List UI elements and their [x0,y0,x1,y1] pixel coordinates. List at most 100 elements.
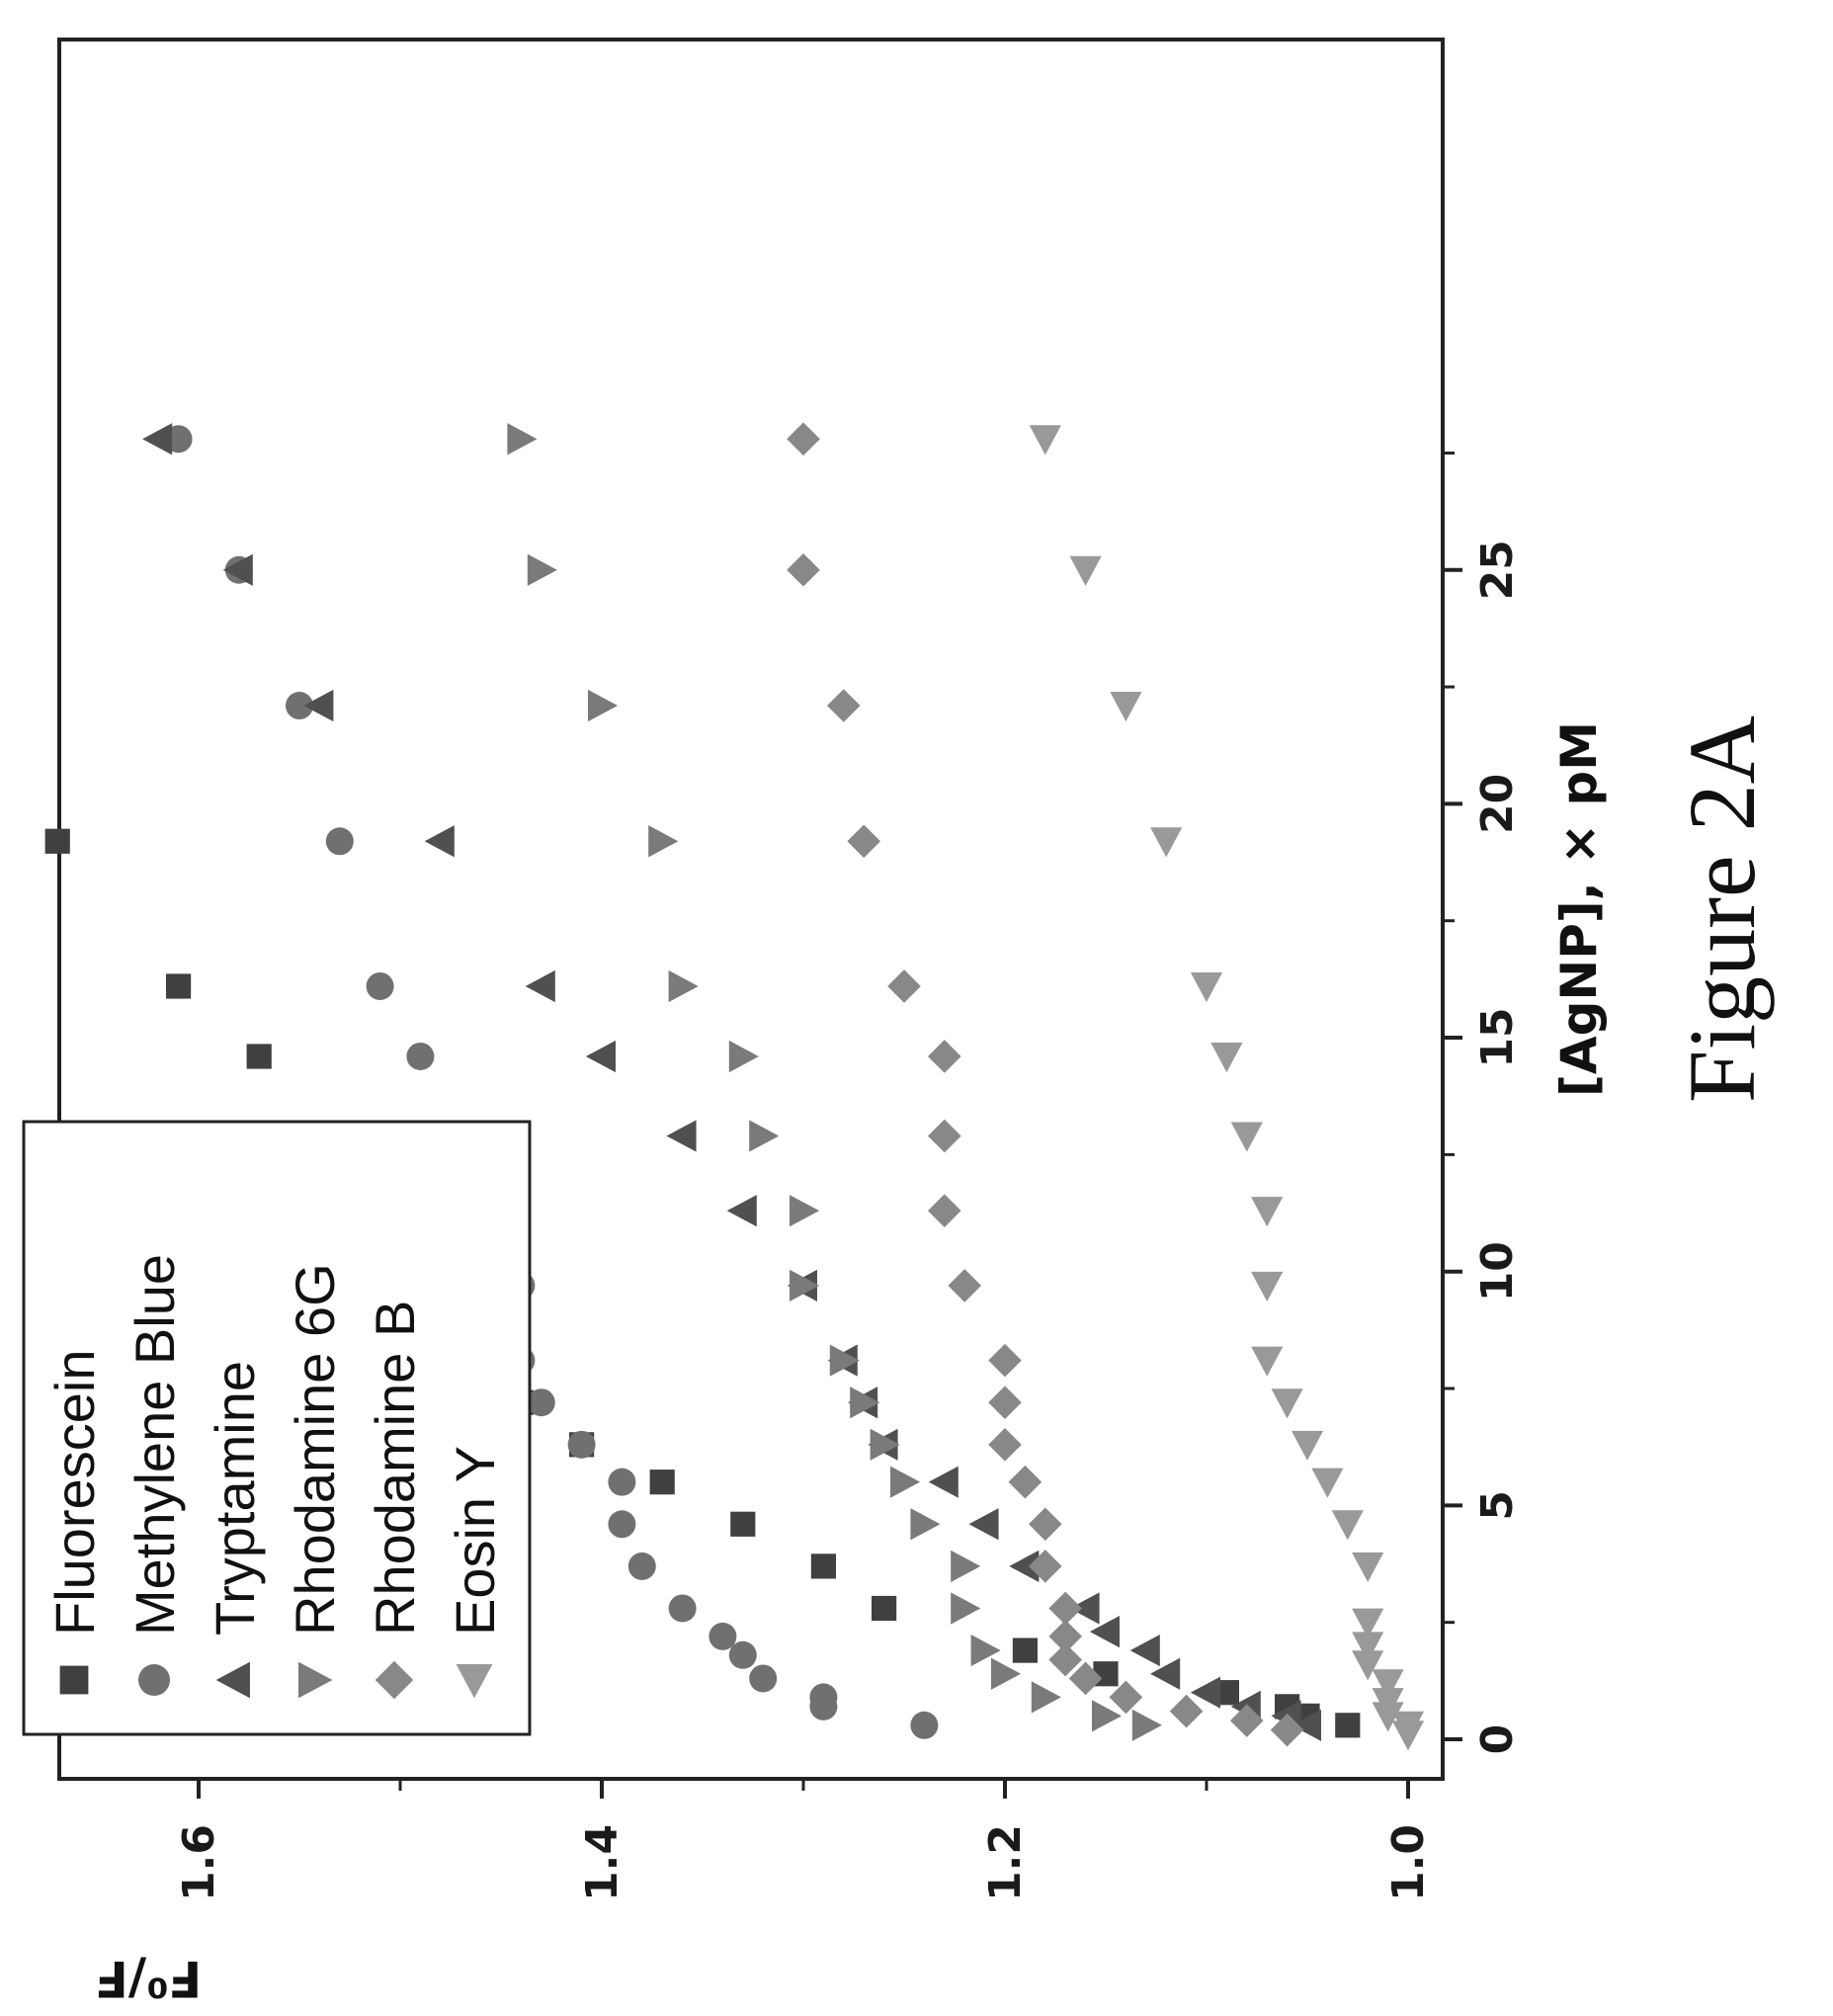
data-point-rhodamine-b [1008,1465,1042,1499]
data-point-tryptamine [222,553,253,586]
legend-label-eosin-y: Eosin Y [444,1446,506,1636]
data-point-rhodamine-b [827,689,861,722]
data-point-eosin-y [1352,1608,1384,1638]
legend-label-fluorescein: Fluorescein [43,1350,106,1636]
data-point-tryptamine [424,825,455,858]
data-point-fluorescein [44,828,70,854]
legend-label-rhodamine-6g: Rhodamine 6G [284,1263,346,1636]
data-point-eosin-y [1190,971,1223,1003]
legend-label-rhodamine-b: Rhodamine B [364,1301,426,1636]
legend-label-tryptamine: Tryptamine [204,1361,266,1636]
data-point-methylene-blue [406,1042,435,1070]
data-point-eosin-y [1251,1197,1284,1227]
legend: Fluorescein Methylene Blue Tryptamine Rhoda… [22,1120,532,1736]
data-point-rhodamine-b [928,1040,961,1073]
data-point-eosin-y [1230,1122,1263,1152]
data-point-fluorescein [649,1470,675,1495]
data-point-methylene-blue [286,692,313,720]
y-tick-label: 1.6 [174,1824,224,1901]
data-point-eosin-y [1352,1632,1384,1662]
data-point-tryptamine [1069,1592,1100,1625]
data-point-fluorescein [246,1044,272,1069]
legend-marker-tryptamine [215,1661,250,1699]
data-point-eosin-y [1150,827,1183,858]
data-point-rhodamine-6g [790,1195,820,1227]
legend-marker-methylene-blue [138,1664,170,1696]
x-tick-label: 0 [1472,1724,1523,1755]
legend-box [22,1120,532,1736]
y-tick-label: 1.0 [1383,1824,1434,1901]
data-point-rhodamine-6g [829,1344,860,1377]
data-point-methylene-blue [325,827,354,856]
data-point-tryptamine [1150,1657,1181,1690]
x-tick-label: 25 [1472,540,1523,600]
data-point-rhodamine-6g [1131,1709,1162,1741]
data-point-methylene-blue [708,1622,737,1650]
data-point-eosin-y [1251,1346,1284,1377]
data-point-methylene-blue [366,971,394,1000]
data-point-eosin-y [1069,555,1102,586]
data-point-eosin-y [1210,1042,1243,1073]
data-point-rhodamine-6g [1031,1681,1061,1714]
data-point-rhodamine-b [787,552,820,587]
data-point-rhodamine-6g [648,825,679,858]
data-point-fluorescein [872,1595,897,1622]
data-point-tryptamine [1009,1550,1040,1582]
data-point-eosin-y [1029,425,1061,456]
data-point-eosin-y [1372,1669,1404,1700]
data-point-tryptamine [303,689,334,722]
x-axis-title: [AgNP], × pM [1550,721,1608,1097]
legend-marker-fluorescein [59,1665,89,1695]
data-point-rhodamine-b [847,824,880,859]
figure-caption: Figure 2A [1669,715,1775,1103]
data-point-rhodamine-6g [970,1634,1001,1667]
data-point-methylene-blue [728,1640,757,1669]
data-point-fluorescein [1012,1638,1038,1663]
data-point-eosin-y [1352,1552,1384,1582]
legend-label-methylene-blue: Methylene Blue [124,1254,186,1636]
data-point-rhodamine-b [887,969,921,1003]
data-point-tryptamine [1089,1616,1120,1648]
data-point-rhodamine-6g [951,1592,981,1625]
x-tick-label: 10 [1472,1241,1523,1302]
data-point-rhodamine-b [1048,1591,1082,1626]
data-point-rhodamine-b [928,1194,961,1227]
data-point-rhodamine-6g [749,1120,780,1152]
data-point-methylene-blue [809,1683,838,1712]
data-point-rhodamine-6g [790,1269,820,1302]
data-point-methylene-blue [910,1711,939,1739]
data-point-methylene-blue [668,1594,697,1623]
data-point-methylene-blue [567,1430,596,1459]
data-point-rhodamine-6g [951,1550,981,1582]
data-point-tryptamine [1129,1634,1160,1667]
data-point-eosin-y [1352,1650,1384,1681]
legend-marker-eosin-y [456,1664,493,1699]
y-tick-label: 1.4 [577,1824,627,1901]
data-point-fluorescein [1335,1713,1361,1738]
data-point-rhodamine-6g [890,1466,921,1498]
data-point-tryptamine [928,1466,958,1498]
data-point-rhodamine-6g [991,1657,1022,1690]
y-tick-label: 1.2 [980,1824,1031,1901]
data-point-rhodamine-b [1109,1680,1143,1715]
data-point-rhodamine-6g [668,969,699,1003]
data-point-rhodamine-b [1230,1704,1264,1737]
y-axis-title: F⁰/F [95,1950,202,2007]
x-tick-label: 20 [1472,774,1523,834]
x-axis-ticks: 0 5 10 15 20 25 [1443,451,1523,1755]
y-axis-ticks: 1.01.21.41.61.8 [174,1779,1434,1901]
data-point-rhodamine-b [988,1428,1022,1462]
data-point-rhodamine-b [948,1269,981,1302]
data-point-tryptamine [525,969,555,1003]
data-point-rhodamine-6g [728,1040,759,1073]
x-tick-label: 15 [1472,1007,1523,1067]
data-point-rhodamine-b [1029,1550,1062,1583]
data-point-methylene-blue [627,1552,656,1580]
data-point-rhodamine-b [1068,1661,1103,1696]
data-point-eosin-y [1311,1468,1344,1498]
data-point-eosin-y [1251,1271,1284,1302]
data-point-rhodamine-6g [588,689,619,722]
data-point-rhodamine-6g [910,1508,941,1541]
data-point-rhodamine-b [1270,1713,1304,1747]
